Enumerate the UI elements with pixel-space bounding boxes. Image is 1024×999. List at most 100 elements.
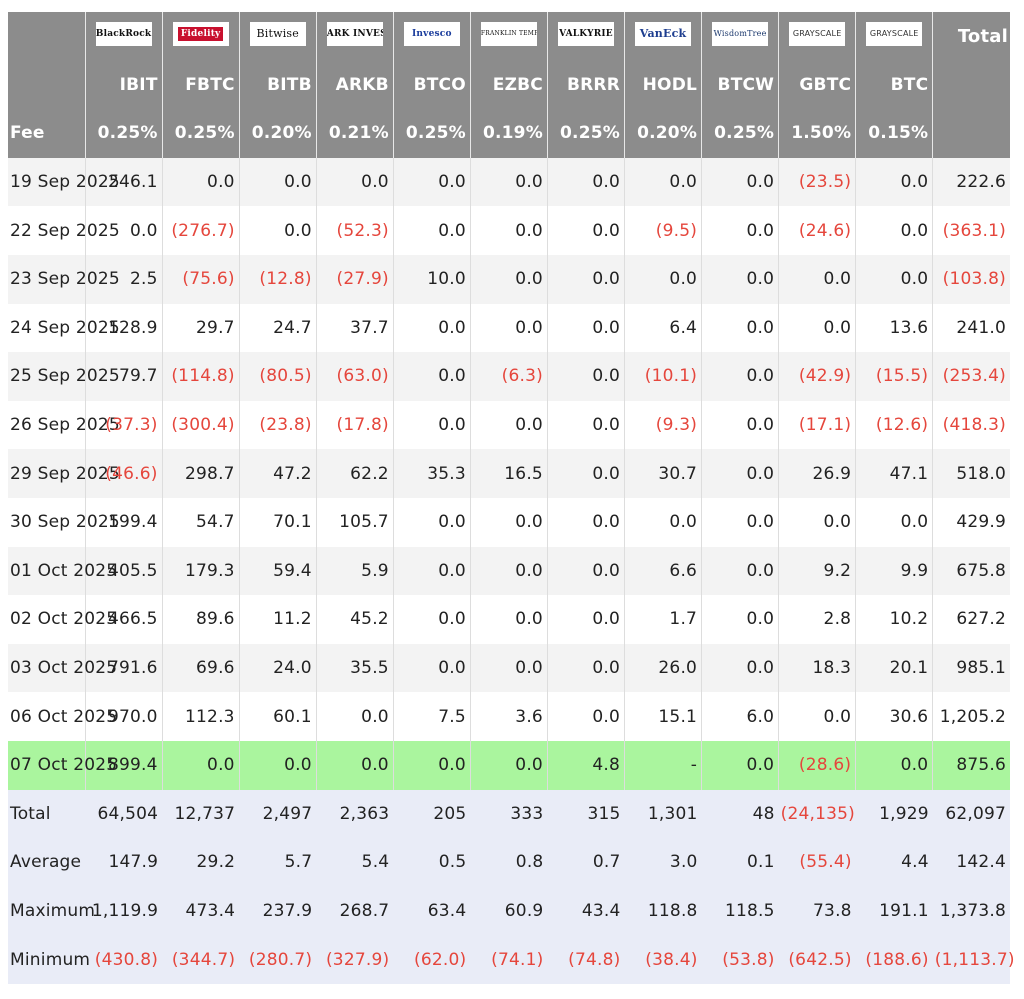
corner-cell: [8, 60, 86, 110]
flow-value: 0.0: [546, 254, 625, 304]
fee-label: Fee: [8, 109, 86, 158]
logo: Invesco: [403, 21, 460, 46]
flow-value: -: [623, 740, 702, 790]
flow-value: 241.0: [932, 303, 1010, 353]
flow-value: 0.0: [161, 740, 240, 790]
flow-value: 6.4: [623, 303, 702, 353]
summary-row: Maximum 1,119.9 473.4 237.9 268.7 63.4 60.9 43.…: [8, 886, 1010, 936]
flow-value: 45.2: [315, 595, 394, 644]
flow-value: 79.7: [84, 352, 163, 401]
flow-value: 0.0: [623, 157, 702, 207]
flow-value: 0.0: [855, 206, 933, 255]
logo: BlackRock: [95, 21, 152, 46]
logo-cell: GRAYSCALE: [855, 12, 933, 61]
logo-text: Fidelity: [177, 26, 224, 41]
flow-value: 47.1: [855, 449, 933, 498]
flow-value: 6.6: [623, 546, 702, 596]
flow-value: 0.0: [546, 692, 625, 741]
flow-value: 0.0: [778, 497, 856, 547]
flow-value: 20.1: [855, 643, 933, 693]
logo-cell: Fidelity: [161, 12, 240, 61]
flow-value: 35.5: [315, 643, 394, 693]
flow-value: (300.4): [161, 400, 240, 450]
summary-value: 1,119.9: [85, 886, 163, 936]
summary-value: 12,737: [162, 789, 240, 839]
logo-cell: VanEck: [623, 12, 702, 61]
date: 29 Sep 2025: [8, 449, 120, 498]
flow-value: 0.0: [392, 497, 471, 547]
summary-value: (1,113.7): [932, 935, 1015, 984]
flow-value: 199.4: [84, 497, 163, 547]
summary-value: (74.1): [470, 935, 548, 984]
flow-value: 0.0: [546, 497, 625, 547]
fee: 1.50%: [778, 109, 856, 158]
date: 25 Sep 2025: [8, 352, 120, 401]
flow-value: 2.8: [778, 595, 856, 644]
summary-value: (280.7): [239, 935, 317, 984]
flow-value: (363.1): [932, 206, 1010, 255]
ticker: BITB: [238, 60, 317, 110]
flow-value: 30.6: [855, 692, 933, 741]
ticker-row: IBIT FBTC BITB ARKB BTCO EZBC BRRR HODL BTCW GBTC…: [8, 60, 1010, 110]
flow-value: (17.1): [778, 400, 856, 450]
logo-cell: BlackRock: [84, 12, 163, 61]
flow-value: 26.9: [778, 449, 856, 498]
flow-value: (37.3): [84, 400, 163, 450]
flow-value: 0.0: [623, 497, 702, 547]
flow-value: 0.0: [855, 157, 933, 207]
flow-value: 0.0: [238, 157, 317, 207]
fee: 0.25%: [701, 109, 779, 158]
summary-label: Maximum: [8, 886, 95, 936]
logo: ARK INVEST: [326, 21, 383, 46]
flow-value: (114.8): [161, 352, 240, 401]
summary-value: 205: [393, 789, 471, 839]
data-row: 24 Sep 2025 128.9 29.7 24.7 37.7 0.0 0.0 0.0 6.4…: [8, 303, 1010, 353]
flow-value: 1.7: [623, 595, 702, 644]
flow-value: (46.6): [84, 449, 163, 498]
summary-value: 1,301: [624, 789, 702, 839]
flow-value: 3.6: [469, 692, 548, 741]
flow-value: (27.9): [315, 254, 394, 304]
logo: VALKYRIE: [557, 21, 614, 46]
flow-value: 0.0: [701, 206, 779, 255]
flow-value: 37.7: [315, 303, 394, 353]
summary-value: 5.7: [239, 838, 317, 887]
summary-value: 5.4: [316, 838, 394, 887]
flow-value: 105.7: [315, 497, 394, 547]
date: 01 Oct 2025: [8, 546, 117, 596]
flow-value: 0.0: [238, 206, 317, 255]
summary-value: 237.9: [239, 886, 317, 936]
summary-value: 0.7: [547, 838, 625, 887]
summary-label: Average: [8, 838, 86, 887]
summary-value: 62,097: [932, 789, 1010, 839]
flow-value: (52.3): [315, 206, 394, 255]
data-row: 03 Oct 2025 791.6 69.6 24.0 35.5 0.0 0.0 0.0 26.…: [8, 643, 1010, 693]
data-row: 30 Sep 2025 199.4 54.7 70.1 105.7 0.0 0.0 0.0 0.…: [8, 497, 1010, 547]
fee: 0.25%: [84, 109, 163, 158]
flow-value: 10.2: [855, 595, 933, 644]
flow-value: 0.0: [161, 157, 240, 207]
flow-value: 0.0: [701, 546, 779, 596]
data-row: 06 Oct 2025 970.0 112.3 60.1 0.0 7.5 3.6 0.0 15.…: [8, 692, 1010, 741]
flow-value: 0.0: [546, 157, 625, 207]
summary-value: 191.1: [855, 886, 933, 936]
flow-value: 0.0: [469, 400, 548, 450]
flow-value: 0.0: [392, 546, 471, 596]
logo-text: VanEck: [639, 26, 687, 40]
flow-value: 0.0: [315, 740, 394, 790]
flow-value: (9.5): [623, 206, 702, 255]
flow-value: 0.0: [469, 303, 548, 353]
flow-value: 0.0: [546, 546, 625, 596]
flow-value: (6.3): [469, 352, 548, 401]
data-row: 23 Sep 2025 2.5 (75.6) (12.8) (27.9) 10.0 0.0 0…: [8, 254, 1010, 304]
logo: WisdomTree: [712, 21, 769, 46]
flow-value: 0.0: [469, 595, 548, 644]
flow-value: 0.0: [778, 692, 856, 741]
flow-value: 0.0: [701, 740, 779, 790]
flow-value: 0.0: [392, 643, 471, 693]
flow-value: 0.0: [701, 449, 779, 498]
ticker: EZBC: [469, 60, 548, 110]
ticker: BRRR: [546, 60, 625, 110]
flow-value: (23.5): [778, 157, 856, 207]
